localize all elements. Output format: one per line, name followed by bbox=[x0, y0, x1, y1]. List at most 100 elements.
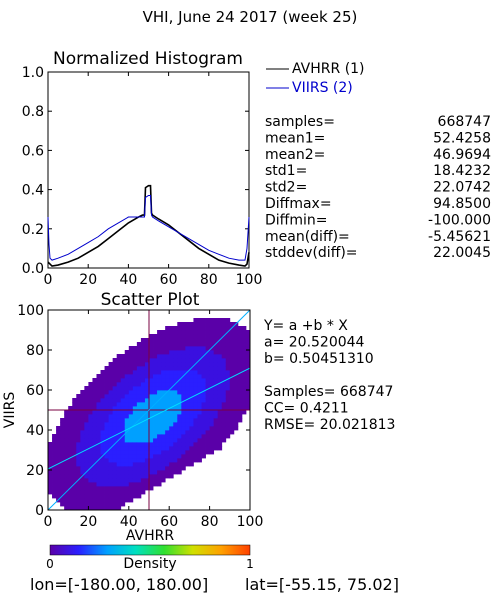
density-cell bbox=[132, 482, 138, 487]
density-cell bbox=[201, 446, 206, 451]
density-cell bbox=[169, 414, 174, 419]
density-cell bbox=[120, 490, 126, 495]
density-cell bbox=[173, 410, 178, 415]
density-cell bbox=[100, 462, 105, 467]
density-cell bbox=[189, 354, 194, 359]
density-cell bbox=[217, 386, 223, 391]
density-cell bbox=[136, 374, 142, 379]
density-cell bbox=[237, 342, 243, 347]
density-cell bbox=[112, 366, 118, 371]
density-cell bbox=[233, 370, 239, 375]
density-cell bbox=[76, 450, 81, 455]
density-cell bbox=[205, 386, 210, 391]
density-cell bbox=[56, 486, 61, 491]
density-cell bbox=[100, 450, 105, 455]
density-cell bbox=[72, 442, 77, 447]
density-cell bbox=[112, 370, 118, 375]
density-cell bbox=[112, 478, 118, 483]
density-cell bbox=[217, 354, 223, 359]
density-cell bbox=[136, 346, 142, 351]
density-cell bbox=[209, 354, 215, 359]
legend-label-avhrr: AVHRR (1) bbox=[292, 61, 365, 77]
density-cell bbox=[165, 326, 170, 331]
density-cell bbox=[205, 442, 210, 447]
density-cell bbox=[237, 394, 243, 399]
density-cell bbox=[76, 426, 81, 431]
histogram-stat-value: -100.000 bbox=[428, 212, 491, 228]
density-cell bbox=[209, 438, 215, 443]
density-cell bbox=[72, 498, 77, 503]
density-cell bbox=[64, 506, 69, 511]
density-cell bbox=[185, 402, 190, 407]
density-cell bbox=[96, 434, 101, 439]
scatter-stat-line: Y= a +b * X bbox=[263, 318, 348, 334]
density-cell bbox=[136, 422, 142, 427]
density-cell bbox=[209, 398, 215, 403]
density-cell bbox=[201, 394, 206, 399]
density-cell bbox=[100, 426, 105, 431]
legend-label-viirs: VIIRS (2) bbox=[292, 80, 353, 96]
density-cell bbox=[213, 330, 219, 335]
density-cell bbox=[60, 458, 65, 463]
density-cell bbox=[205, 418, 210, 423]
density-cell bbox=[185, 414, 190, 419]
density-cell bbox=[197, 426, 202, 431]
density-cell bbox=[153, 434, 158, 439]
density-cell bbox=[161, 350, 166, 355]
density-cell bbox=[225, 406, 231, 411]
density-cell bbox=[108, 438, 114, 443]
density-cell bbox=[217, 330, 223, 335]
density-cell bbox=[88, 490, 93, 495]
density-cell bbox=[124, 450, 130, 455]
colorbar-max-label: 1 bbox=[246, 557, 254, 571]
density-cell bbox=[132, 366, 138, 371]
density-cell bbox=[173, 326, 178, 331]
density-cell bbox=[92, 450, 97, 455]
density-cell bbox=[149, 482, 154, 487]
density-cell bbox=[120, 414, 126, 419]
density-cell bbox=[237, 386, 243, 391]
density-cell bbox=[233, 366, 239, 371]
density-cell bbox=[157, 418, 162, 423]
density-cell bbox=[104, 458, 109, 463]
density-cell bbox=[233, 330, 239, 335]
histogram-stat-value: 22.0742 bbox=[433, 180, 491, 196]
density-cell bbox=[80, 402, 85, 407]
density-cell bbox=[88, 494, 93, 499]
density-cell bbox=[149, 390, 154, 395]
density-cell bbox=[140, 342, 146, 347]
density-cell bbox=[124, 398, 130, 403]
density-cell bbox=[60, 478, 65, 483]
histogram-panel: Normalized Histogram 0.00.20.40.60.81.0 … bbox=[22, 49, 491, 288]
density-cell bbox=[108, 370, 114, 375]
density-cell bbox=[209, 450, 215, 455]
density-cell bbox=[144, 434, 150, 439]
density-cell bbox=[169, 342, 174, 347]
density-cell bbox=[201, 390, 206, 395]
density-cell bbox=[221, 350, 227, 355]
density-cell bbox=[52, 446, 57, 451]
density-cell bbox=[88, 506, 93, 511]
density-cell bbox=[116, 398, 122, 403]
density-cell bbox=[169, 430, 174, 435]
density-cell bbox=[149, 486, 154, 491]
density-cell bbox=[189, 458, 194, 463]
density-cell bbox=[128, 374, 134, 379]
density-cell bbox=[88, 422, 93, 427]
density-cell bbox=[185, 418, 190, 423]
density-cell bbox=[233, 394, 239, 399]
density-cell bbox=[132, 442, 138, 447]
density-cell bbox=[88, 386, 93, 391]
histogram-stat-value: 46.9694 bbox=[433, 147, 491, 163]
density-cell bbox=[120, 498, 126, 503]
density-cell bbox=[64, 486, 69, 491]
density-cell bbox=[52, 470, 57, 475]
density-cell bbox=[165, 406, 170, 411]
density-cell bbox=[185, 454, 190, 459]
density-cell bbox=[185, 422, 190, 427]
density-cell bbox=[233, 422, 239, 427]
density-cell bbox=[80, 490, 85, 495]
density-cell bbox=[128, 462, 134, 467]
density-cell bbox=[144, 342, 150, 347]
